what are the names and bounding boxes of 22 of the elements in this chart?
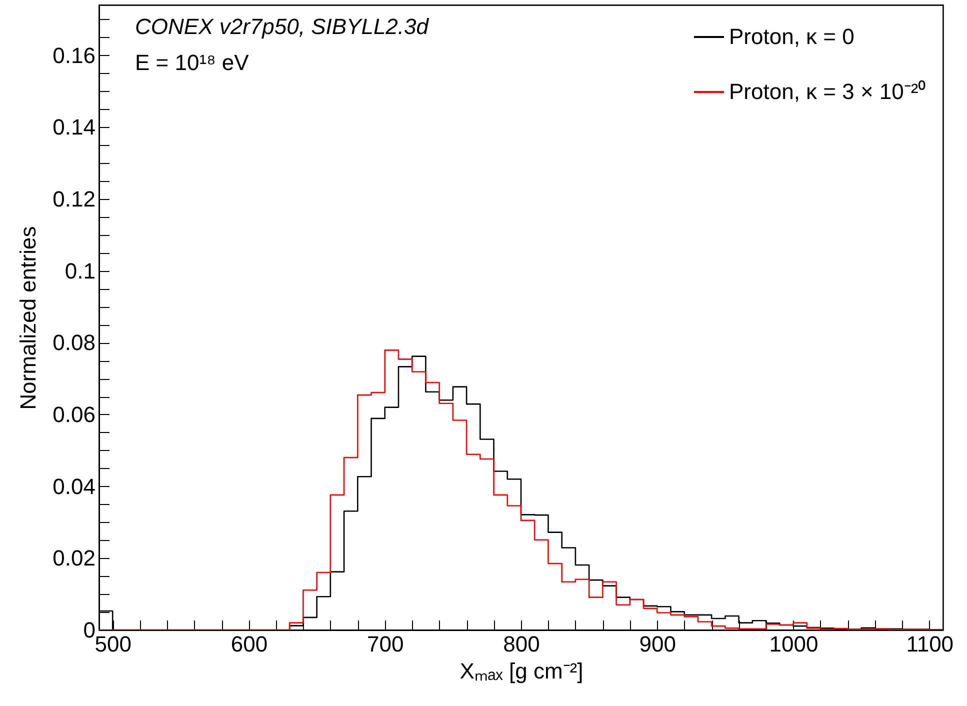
x-tick-label: 600 [230,632,268,656]
annotation: CONEX v2r7p50, SIBYLL2.3d [135,14,430,39]
y-tick-label: 0.1 [64,258,96,284]
x-tick-label: 800 [503,632,540,656]
x-axis-title: Xₘₐₓ [g cm⁻²] [460,658,584,684]
x-tick-label: 900 [639,632,676,656]
x-tick-label: 1000 [769,632,818,656]
annotation: E = 10¹⁸ eV [135,50,250,75]
x-tick-label: 500 [94,632,132,656]
legend-label: Proton, κ = 3 × 10⁻²⁰ [729,79,926,104]
x-tick-label: 700 [367,632,404,656]
legend-label: Proton, κ = 0 [729,24,854,49]
y-tick-label: 0.08 [52,330,96,356]
y-tick-label: 0.14 [52,114,96,140]
x-tick-label: 1100 [906,632,954,656]
y-tick-label: 0.16 [52,42,96,68]
y-tick-label: 0.12 [52,186,96,212]
y-tick-label: 0.02 [52,546,96,571]
y-axis-title: Normalized entries [16,226,41,410]
y-tick-label: 0.04 [52,474,96,499]
y-tick-label: 0.06 [52,402,96,427]
y-tick-label: 0 [83,618,96,642]
